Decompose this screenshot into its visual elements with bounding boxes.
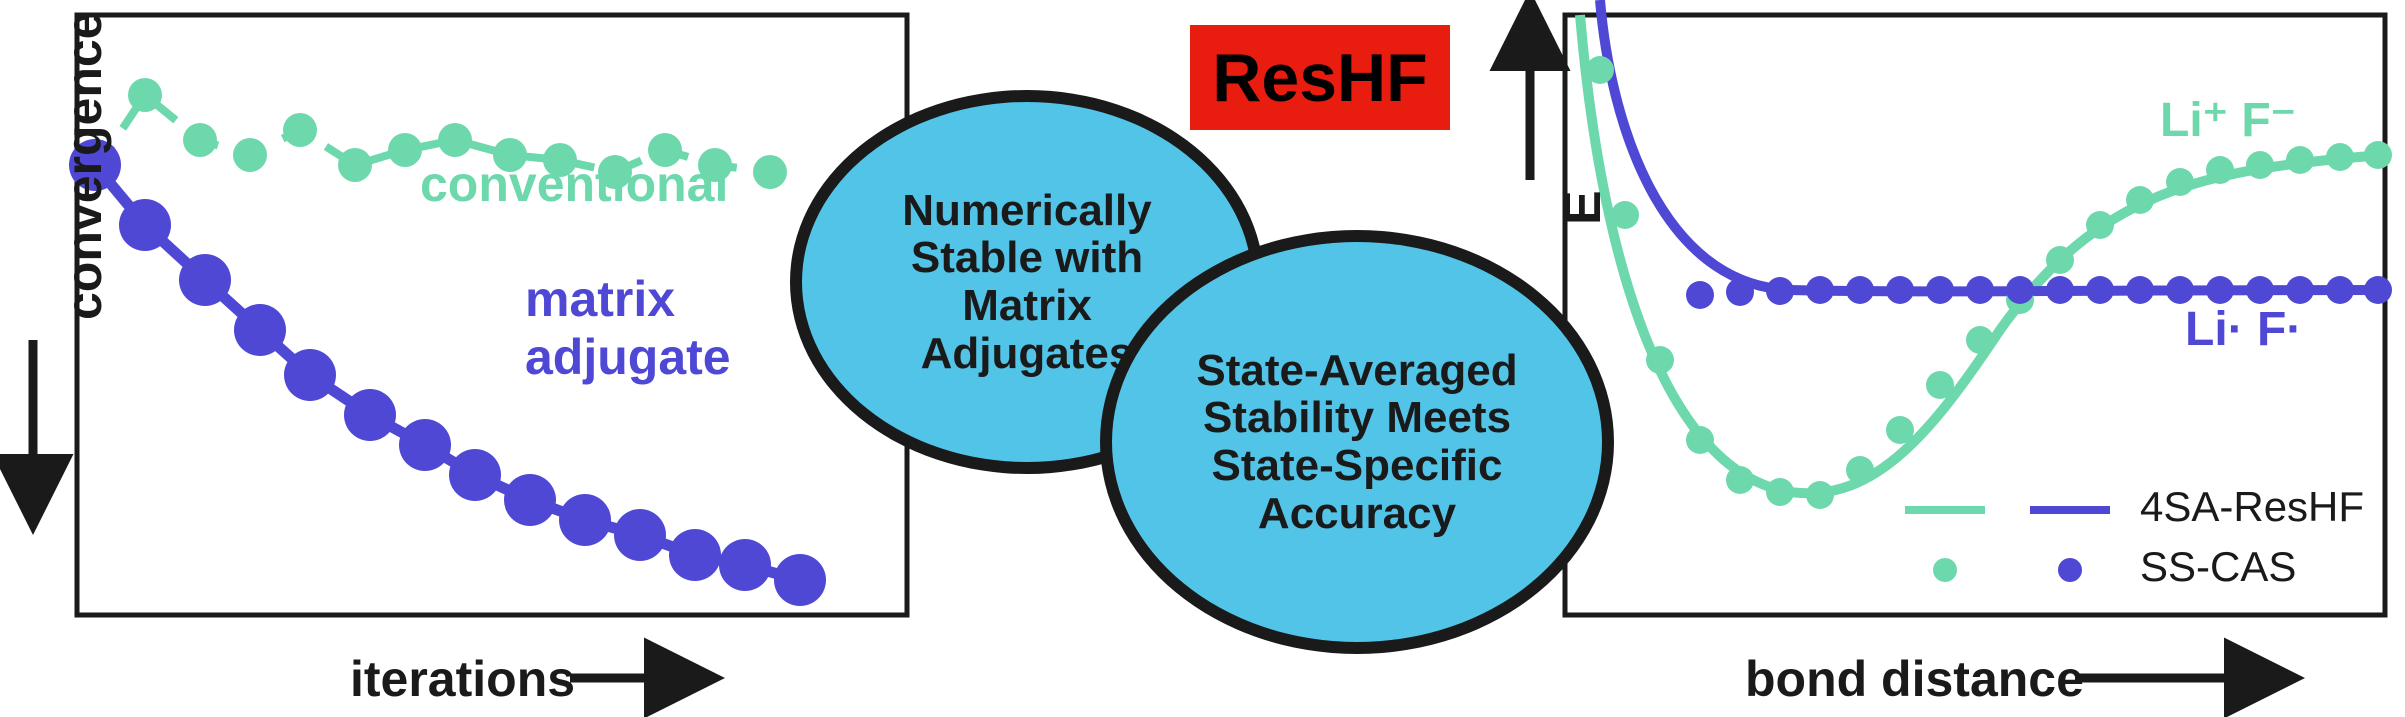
covalent-dot	[1766, 277, 1794, 305]
covalent-dot	[1846, 276, 1874, 304]
covalent-dot	[2246, 276, 2274, 304]
covalent-dot	[2046, 276, 2074, 304]
covalent-dot	[2166, 276, 2194, 304]
ionic-dot	[1586, 56, 1614, 84]
left-xaxis-label: iterations	[350, 650, 575, 708]
conventional-marker	[233, 138, 267, 172]
matrix-adjugate-marker	[614, 509, 666, 561]
conventional-marker	[388, 133, 422, 167]
right-xaxis-label: bond distance	[1745, 650, 2084, 708]
covalent-dot	[2006, 276, 2034, 304]
matrix-adjugate-marker	[179, 254, 231, 306]
ionic-dot	[2246, 151, 2274, 179]
matrix-adjugate-marker	[119, 199, 171, 251]
infographic-root: iterations convergence conventional matr…	[0, 0, 2405, 717]
covalent-dot	[1926, 276, 1954, 304]
matrix-adjugate-marker	[669, 529, 721, 581]
ionic-dot	[1886, 416, 1914, 444]
left-yaxis-label: convergence	[55, 12, 113, 320]
reshf-badge: ResHF	[1190, 25, 1450, 130]
covalent-dot	[1726, 278, 1754, 306]
ionic-dot	[1926, 371, 1954, 399]
ionic-dot	[2326, 143, 2354, 171]
covalent-dot	[2364, 276, 2392, 304]
matrix-adjugate-marker	[774, 554, 826, 606]
covalent-dot	[1966, 276, 1994, 304]
matrix-adjugate-marker	[284, 349, 336, 401]
ionic-dot	[2126, 186, 2154, 214]
conventional-marker	[753, 155, 787, 189]
ionic-label: Li⁺ F⁻	[2160, 92, 2296, 148]
matrix-adjugate-marker	[504, 474, 556, 526]
matrix-adjugate-marker	[559, 494, 611, 546]
covalent-dot	[2286, 276, 2314, 304]
legend-blue-dot	[2058, 558, 2082, 582]
ionic-dot	[1766, 478, 1794, 506]
matrix-adjugate-marker	[234, 304, 286, 356]
ionic-dot	[2166, 168, 2194, 196]
left-chart-frame	[77, 15, 907, 615]
conventional-label: conventional	[420, 155, 728, 213]
legend-ss-cas-label: SS-CAS	[2140, 543, 2296, 591]
ionic-dot	[1611, 201, 1639, 229]
matrix-adjugate-label: matrixadjugate	[525, 270, 731, 386]
covalent-dot	[2126, 276, 2154, 304]
matrix-adjugate-marker	[344, 389, 396, 441]
conventional-marker	[338, 148, 372, 182]
ionic-dot	[1966, 326, 1994, 354]
conventional-marker	[438, 123, 472, 157]
covalent-dot	[1686, 281, 1714, 309]
covalent-dot	[2086, 276, 2114, 304]
covalent-dot	[2326, 276, 2354, 304]
ionic-dot	[1806, 481, 1834, 509]
ionic-dot	[2046, 246, 2074, 274]
covalent-dot	[2206, 276, 2234, 304]
matrix-adjugate-marker	[449, 449, 501, 501]
legend-4sa-reshf-label: 4SA-ResHF	[2140, 483, 2364, 531]
matrix-adjugate-marker	[399, 419, 451, 471]
ionic-dot	[1686, 426, 1714, 454]
ionic-dot	[2286, 146, 2314, 174]
ionic-dot	[2086, 211, 2114, 239]
conventional-marker	[128, 78, 162, 112]
ionic-dot	[1726, 466, 1754, 494]
covalent-dot	[1806, 276, 1834, 304]
oval-state-averaged: State-AveragedStability MeetsState-Speci…	[1100, 230, 1614, 654]
ionic-dot	[2206, 156, 2234, 184]
right-yaxis-label: E	[1553, 190, 1613, 225]
covalent-dot	[1886, 276, 1914, 304]
matrix-adjugate-marker	[719, 539, 771, 591]
ionic-dot	[1846, 456, 1874, 484]
conventional-marker	[183, 123, 217, 157]
ionic-dot	[2364, 141, 2392, 169]
legend-green-dot	[1933, 558, 1957, 582]
conventional-marker	[283, 113, 317, 147]
ionic-dot	[1646, 346, 1674, 374]
covalent-label: Li· F·	[2185, 302, 2302, 357]
